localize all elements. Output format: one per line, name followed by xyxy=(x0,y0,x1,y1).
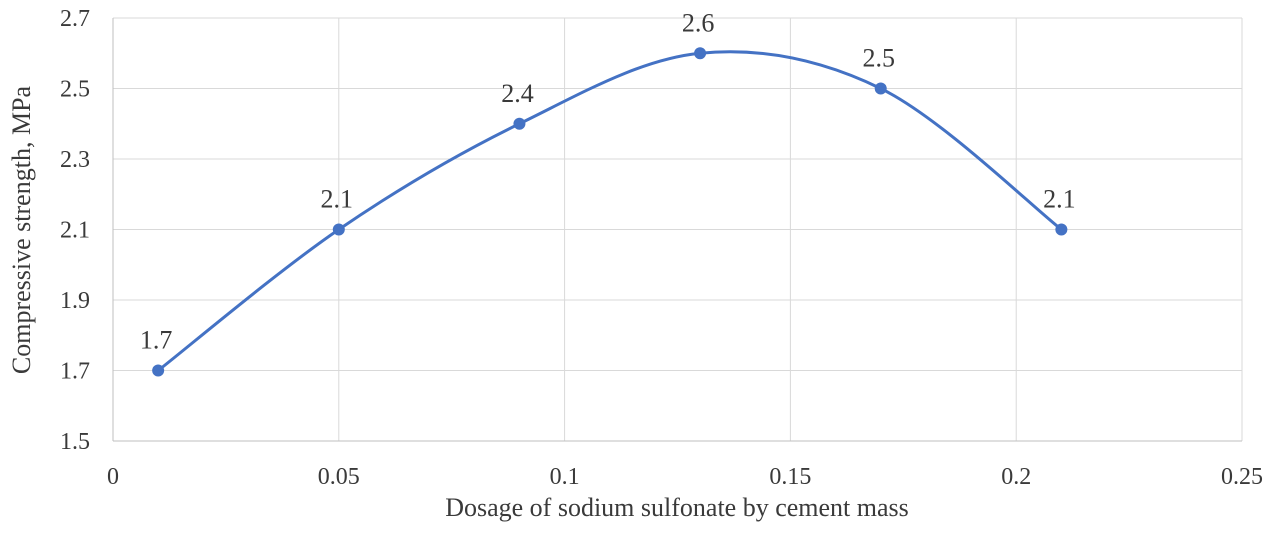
data-label: 2.4 xyxy=(501,79,534,108)
series-line xyxy=(157,50,1063,372)
y-tick-label: 2.1 xyxy=(60,218,90,244)
x-tick-label: 0.15 xyxy=(769,464,811,490)
y-tick-label: 1.5 xyxy=(60,429,90,455)
y-tick-label: 1.7 xyxy=(60,359,90,385)
labels: 0 0.05 0.1 0.15 0.2 0.25 1.5 1.7 1.9 2.1 2.3 2.5 2.7… xyxy=(60,6,1263,490)
y-tick-label: 2.5 xyxy=(60,77,90,103)
y-tick-label: 2.7 xyxy=(60,6,90,32)
x-tick-label: 0.1 xyxy=(550,464,580,490)
y-axis-title: Compressive strength, MPa xyxy=(7,85,36,374)
data-label: 2.6 xyxy=(682,8,715,37)
data-label: 1.7 xyxy=(140,326,173,355)
data-point xyxy=(152,364,165,377)
axes xyxy=(112,18,1242,442)
data-label: 2.1 xyxy=(1043,185,1076,214)
data-point xyxy=(1055,223,1068,236)
x-tick-label: 0.2 xyxy=(1001,464,1031,490)
x-tick-label: 0 xyxy=(107,464,119,490)
data-point xyxy=(513,117,526,130)
gridlines xyxy=(112,17,1243,442)
x-axis-title: Dosage of sodium sulfonate by cement mas… xyxy=(445,493,909,522)
data-label: 2.5 xyxy=(862,44,895,73)
data-label: 2.1 xyxy=(321,185,354,214)
data-point xyxy=(332,223,345,236)
series-layer xyxy=(152,47,1068,377)
data-point xyxy=(694,47,707,60)
x-tick-label: 0.25 xyxy=(1221,464,1263,490)
data-point xyxy=(874,82,887,95)
x-tick-label: 0.05 xyxy=(318,464,360,490)
y-tick-label: 2.3 xyxy=(60,147,90,173)
y-tick-label: 1.9 xyxy=(60,288,90,314)
